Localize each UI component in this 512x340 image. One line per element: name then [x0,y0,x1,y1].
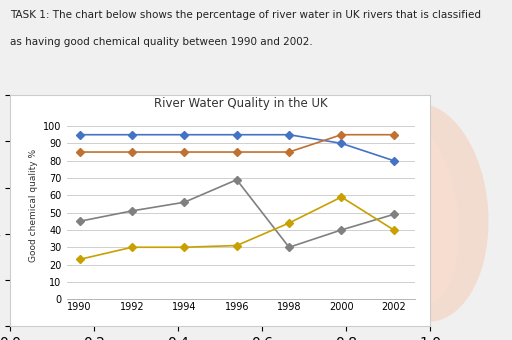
Scotland [77,257,83,261]
Northern Ireland [233,150,240,154]
England [233,178,240,182]
Scotland [129,245,135,249]
Wales [77,133,83,137]
Wales [338,141,345,146]
Wales [233,133,240,137]
England [181,200,187,204]
Line: Wales: Wales [77,132,397,164]
Wales [286,133,292,137]
Wales [129,133,135,137]
Northern Ireland [77,150,83,154]
England [338,228,345,232]
Northern Ireland [338,133,345,137]
England [129,209,135,213]
Northern Ireland [181,150,187,154]
Ellipse shape [356,103,488,322]
Line: Northern Ireland: Northern Ireland [77,132,397,155]
Text: TASK 1: The chart below shows the percentage of river water in UK rivers that is: TASK 1: The chart below shows the percen… [10,10,481,20]
Wales [181,133,187,137]
Wales [391,159,397,163]
Line: England: England [77,177,397,250]
Y-axis label: Good chemical quality %: Good chemical quality % [29,149,38,262]
Line: Scotland: Scotland [77,194,397,262]
England [77,219,83,223]
Title: River Water Quality in the UK: River Water Quality in the UK [154,97,328,109]
Text: as having good chemical quality between 1990 and 2002.: as having good chemical quality between … [10,37,313,47]
Legend: Wales, Northern Ireland, England, Scotland: Wales, Northern Ireland, England, Scotla… [114,339,368,340]
Northern Ireland [391,133,397,137]
Northern Ireland [129,150,135,154]
Scotland [391,228,397,232]
England [286,245,292,249]
Northern Ireland [286,150,292,154]
Scotland [338,195,345,199]
Scotland [233,243,240,248]
Ellipse shape [371,120,459,305]
Scotland [181,245,187,249]
Scotland [286,221,292,225]
England [391,212,397,216]
